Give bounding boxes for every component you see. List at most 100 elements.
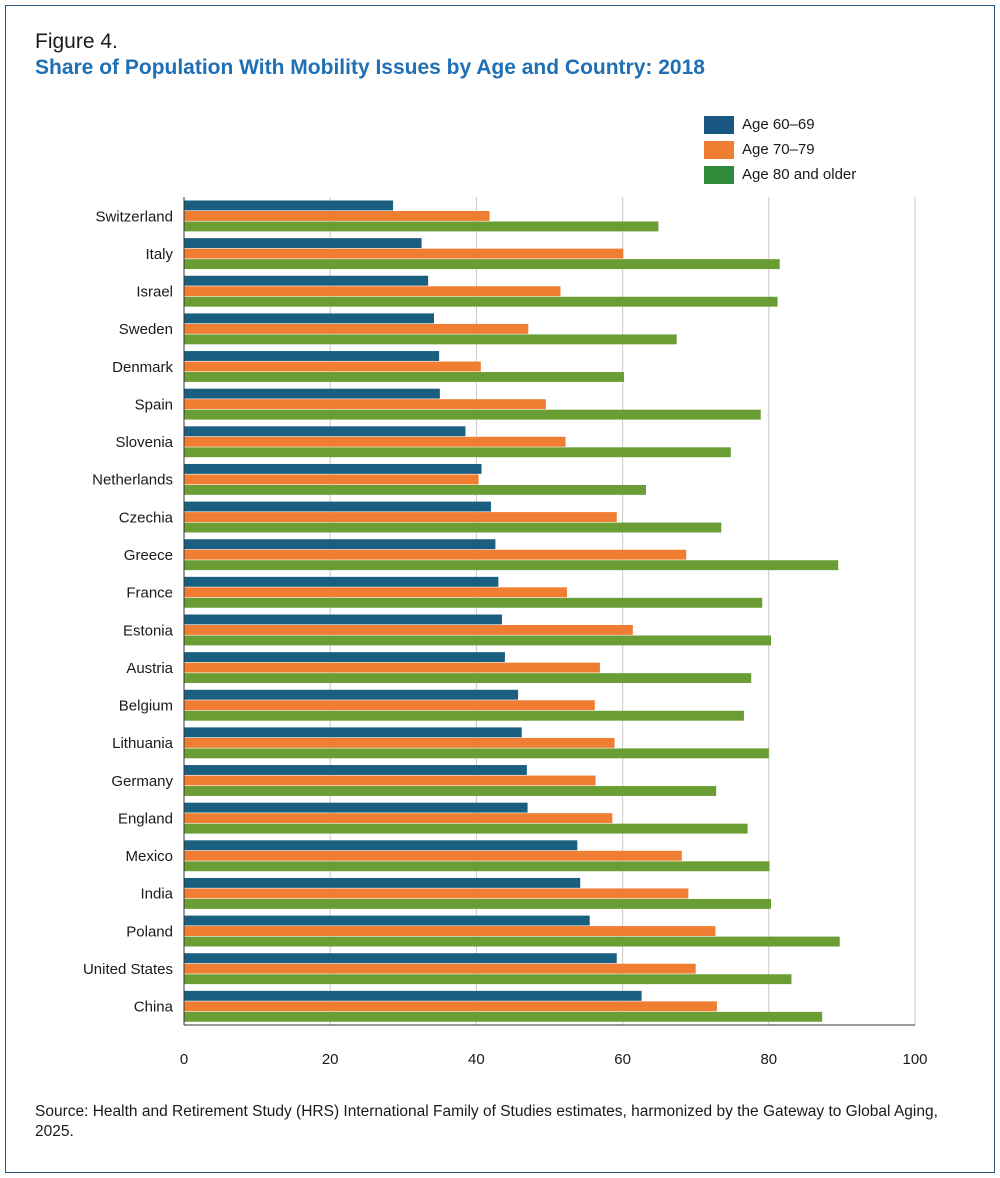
bar-mexico-series-2 [184,861,770,872]
legend-swatch [704,140,734,159]
bar-switzerland-series-1 [184,211,490,221]
bar-austria-series-2 [184,673,752,684]
category-label: Czechia [119,509,174,526]
category-label: England [118,810,173,827]
category-label: Denmark [112,359,173,376]
x-tick-label: 100 [902,1051,927,1068]
bar-italy-series-0 [184,238,422,249]
legend-swatch [704,165,734,184]
bar-sweden-series-1 [184,323,529,334]
bar-france-series-1 [184,587,568,598]
bar-switzerland-series-2 [184,221,659,232]
x-tick-label: 60 [614,1051,631,1068]
bar-israel-series-2 [184,296,778,307]
bar-slovenia-series-2 [184,447,731,458]
bar-india-series-0 [184,877,581,888]
bar-lithuania-series-0 [184,727,522,738]
bar-germany-series-2 [184,786,717,796]
bar-netherlands-series-0 [184,463,482,474]
bar-lithuania-series-2 [184,748,769,759]
category-label: Greece [124,547,173,564]
bar-india-series-1 [184,888,689,899]
bar-netherlands-series-2 [184,484,646,495]
bar-mexico-series-1 [184,850,682,861]
bar-spain-series-0 [184,388,440,399]
bar-italy-series-2 [184,259,780,270]
bar-china-series-1 [184,1001,717,1012]
bar-lithuania-series-1 [184,737,615,748]
category-label: Germany [111,773,173,790]
bar-switzerland-series-0 [184,200,394,211]
bar-sweden-series-2 [184,334,677,345]
bar-czechia-series-2 [184,522,722,533]
category-label: Italy [145,246,173,263]
bar-slovenia-series-1 [184,436,566,447]
bar-greece-series-1 [184,549,687,560]
category-label: United States [83,961,173,978]
bar-china-series-0 [184,990,642,1001]
bar-united-states-series-1 [184,963,696,974]
x-tick-label: 0 [180,1051,188,1068]
bar-germany-series-0 [184,765,527,775]
bar-china-series-2 [184,1011,823,1022]
bar-france-series-2 [184,597,763,608]
bar-czechia-series-0 [184,501,492,512]
bar-denmark-series-2 [184,372,625,382]
category-label: Switzerland [95,208,173,225]
bar-sweden-series-0 [184,313,435,324]
bar-india-series-2 [184,898,771,909]
category-label: Austria [126,660,173,677]
category-label: Slovenia [115,434,173,451]
category-label: France [126,585,173,602]
bar-israel-series-0 [184,275,429,286]
category-label: India [140,886,173,903]
bar-greece-series-2 [184,560,839,571]
bar-poland-series-1 [184,926,716,936]
bar-spain-series-2 [184,409,761,420]
chart-title: Share of Population With Mobility Issues… [35,56,705,79]
bar-belgium-series-2 [184,710,744,721]
bar-germany-series-1 [184,775,596,786]
x-tick-label: 40 [468,1051,485,1068]
bar-england-series-2 [184,823,748,834]
bar-belgium-series-1 [184,700,595,711]
bar-england-series-0 [184,802,528,813]
bar-estonia-series-1 [184,625,633,635]
category-label: Mexico [125,848,173,865]
legend-label: Age 80 and older [742,166,857,183]
bar-poland-series-0 [184,915,590,926]
bar-belgium-series-0 [184,689,519,700]
bar-austria-series-1 [184,662,600,673]
bar-estonia-series-2 [184,635,771,646]
bar-slovenia-series-0 [184,426,466,437]
category-label: Lithuania [112,735,174,752]
bar-czechia-series-1 [184,512,617,522]
legend-item-age-70-79: Age 70–79 [704,137,856,162]
x-tick-label: 80 [760,1051,777,1068]
bar-france-series-0 [184,576,499,587]
bar-denmark-series-1 [184,361,481,372]
source-note: Source: Health and Retirement Study (HRS… [35,1103,938,1140]
bar-england-series-1 [184,813,613,824]
bar-greece-series-0 [184,539,496,550]
category-label: Netherlands [92,472,173,489]
x-tick-label: 20 [322,1051,339,1068]
bar-united-states-series-0 [184,953,617,964]
category-label: Sweden [119,321,173,338]
legend-item-age-80-older: Age 80 and older [704,162,856,187]
figure-label: Figure 4. [35,30,118,53]
bar-chart: 0 20 40 60 80 100 Switzerland Italy Israel Sweden… [83,197,928,1068]
bar-mexico-series-0 [184,840,578,851]
bar-austria-series-0 [184,652,505,663]
bar-italy-series-1 [184,248,624,259]
bar-netherlands-series-1 [184,474,479,485]
category-label: China [134,999,174,1016]
legend-label: Age 70–79 [742,141,815,158]
bar-israel-series-1 [184,286,561,297]
category-label: Belgium [119,698,173,715]
legend-swatch [704,115,734,134]
bar-denmark-series-0 [184,351,440,361]
bar-united-states-series-2 [184,974,792,985]
category-label: Israel [136,284,173,301]
category-label: Spain [135,396,173,413]
